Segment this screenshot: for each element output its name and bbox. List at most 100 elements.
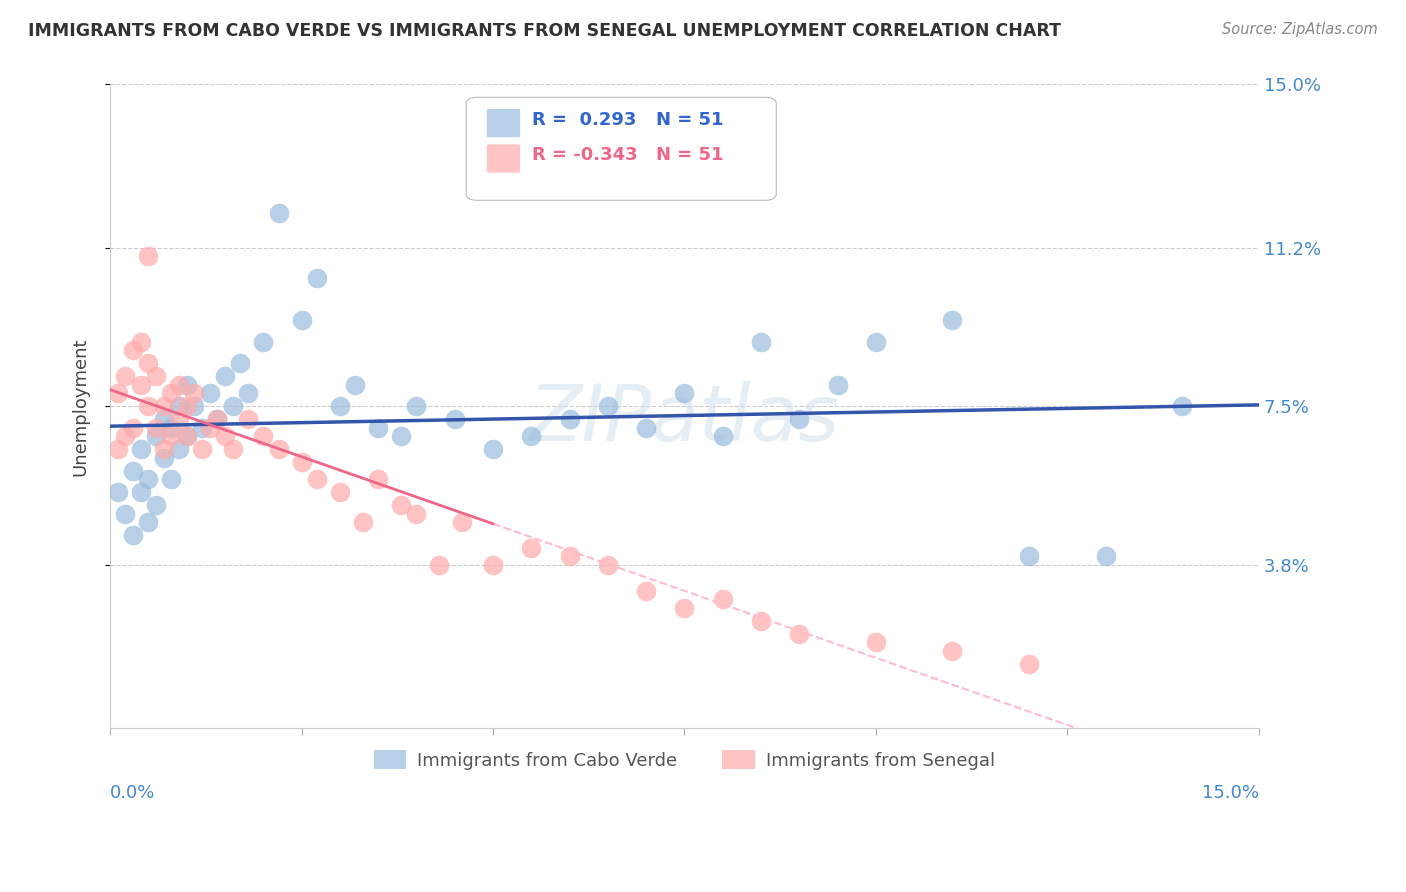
Point: [183, 399, 205, 413]
Point: [711, 592, 734, 607]
Point: [865, 334, 887, 349]
Point: [160, 386, 183, 401]
Point: [252, 429, 274, 443]
Point: [129, 485, 152, 500]
Point: [152, 412, 174, 426]
Point: [596, 558, 619, 572]
Point: [122, 421, 145, 435]
Point: [787, 412, 810, 426]
Point: [427, 558, 450, 572]
Point: [167, 442, 190, 457]
Point: [145, 498, 167, 512]
Point: [221, 442, 243, 457]
Point: [107, 386, 129, 401]
Point: [191, 421, 214, 435]
Point: [145, 421, 167, 435]
Point: [636, 421, 658, 435]
Point: [176, 429, 198, 443]
Point: [711, 429, 734, 443]
Point: [482, 442, 505, 457]
Point: [520, 541, 543, 555]
Point: [329, 485, 352, 500]
Point: [520, 429, 543, 443]
Point: [941, 313, 963, 327]
Point: [138, 249, 160, 263]
Point: [389, 429, 412, 443]
Point: [160, 429, 183, 443]
Point: [389, 498, 412, 512]
Point: [236, 412, 259, 426]
Point: [1094, 549, 1116, 564]
Point: [176, 377, 198, 392]
Point: [344, 377, 367, 392]
Y-axis label: Unemployment: Unemployment: [72, 337, 89, 475]
Point: [207, 412, 229, 426]
Point: [787, 626, 810, 640]
Point: [122, 464, 145, 478]
Point: [176, 399, 198, 413]
Point: [207, 412, 229, 426]
Point: [138, 399, 160, 413]
Point: [941, 644, 963, 658]
Point: [152, 442, 174, 457]
Point: [167, 377, 190, 392]
Point: [305, 270, 328, 285]
Point: [1018, 657, 1040, 671]
Point: [183, 386, 205, 401]
Point: [160, 421, 183, 435]
Point: [145, 369, 167, 384]
Point: [1018, 549, 1040, 564]
Point: [329, 399, 352, 413]
Point: [152, 399, 174, 413]
Point: [167, 412, 190, 426]
Text: R = -0.343: R = -0.343: [531, 146, 637, 164]
Point: [107, 485, 129, 500]
Point: [636, 583, 658, 598]
Point: [129, 334, 152, 349]
Point: [443, 412, 465, 426]
Point: [290, 455, 312, 469]
Point: [352, 515, 374, 529]
Point: [267, 442, 290, 457]
Text: ZIPatlas: ZIPatlas: [529, 381, 839, 458]
Point: [558, 412, 581, 426]
FancyBboxPatch shape: [467, 97, 776, 201]
Point: [114, 369, 136, 384]
Point: [252, 334, 274, 349]
Point: [596, 399, 619, 413]
Point: [138, 472, 160, 486]
Point: [221, 399, 243, 413]
Point: [167, 399, 190, 413]
Point: [673, 386, 696, 401]
Point: [160, 472, 183, 486]
Point: [367, 472, 389, 486]
FancyBboxPatch shape: [486, 145, 520, 173]
Text: 15.0%: 15.0%: [1202, 784, 1258, 802]
Point: [827, 377, 849, 392]
Point: [129, 377, 152, 392]
Text: IMMIGRANTS FROM CABO VERDE VS IMMIGRANTS FROM SENEGAL UNEMPLOYMENT CORRELATION C: IMMIGRANTS FROM CABO VERDE VS IMMIGRANTS…: [28, 22, 1062, 40]
Point: [305, 472, 328, 486]
Text: N = 51: N = 51: [655, 146, 723, 164]
Text: 0.0%: 0.0%: [110, 784, 156, 802]
FancyBboxPatch shape: [486, 109, 520, 137]
Point: [405, 507, 427, 521]
Point: [114, 429, 136, 443]
Point: [451, 515, 474, 529]
Point: [482, 558, 505, 572]
Point: [107, 442, 129, 457]
Point: [749, 614, 772, 628]
Point: [138, 515, 160, 529]
Point: [229, 356, 252, 370]
Text: R =  0.293: R = 0.293: [531, 111, 636, 128]
Point: [749, 334, 772, 349]
Point: [236, 386, 259, 401]
Point: [673, 601, 696, 615]
Point: [129, 442, 152, 457]
Point: [865, 635, 887, 649]
Text: N = 51: N = 51: [655, 111, 723, 128]
Point: [198, 421, 221, 435]
Point: [214, 429, 236, 443]
Point: [198, 386, 221, 401]
Point: [1171, 399, 1194, 413]
